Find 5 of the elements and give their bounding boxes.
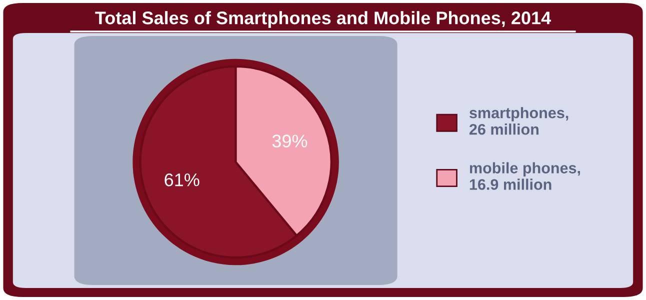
chart-title: Total Sales of Smartphones and Mobile Phones, 2014 [95,11,552,28]
data-label: 39% [272,134,308,148]
legend-label: smartphones, 26 million [469,107,568,135]
data-label: 61% [164,173,200,186]
legend-label: mobile phones, 16.9 million [470,162,580,190]
